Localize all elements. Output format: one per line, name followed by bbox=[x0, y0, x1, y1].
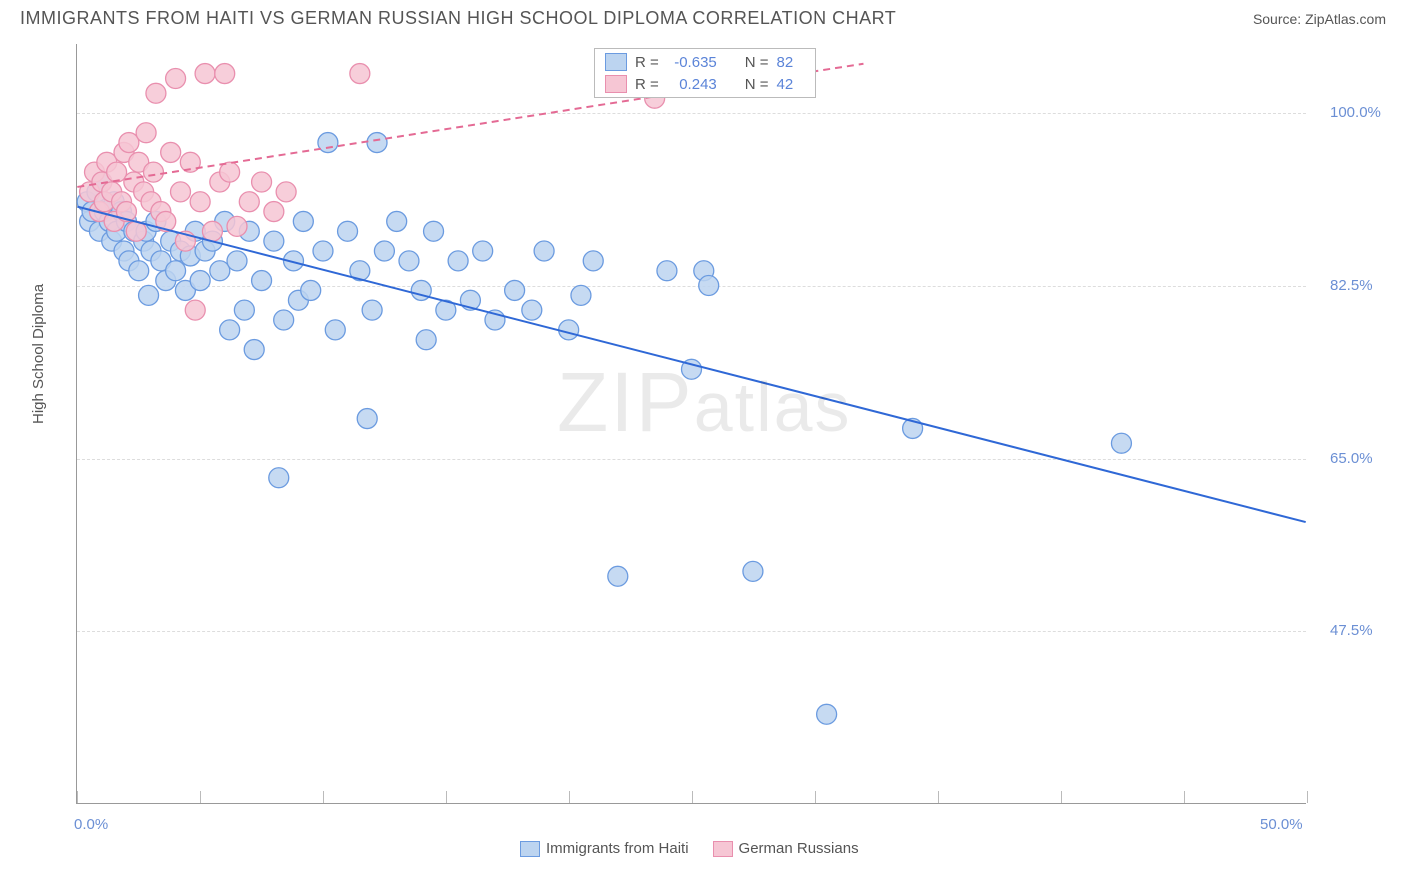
series-swatch bbox=[605, 53, 627, 71]
scatter-point bbox=[350, 64, 370, 84]
stats-row: R = -0.635 N = 82 bbox=[595, 51, 815, 73]
scatter-point bbox=[166, 261, 186, 281]
series-swatch bbox=[605, 75, 627, 93]
scatter-point bbox=[227, 216, 247, 236]
scatter-point bbox=[571, 285, 591, 305]
scatter-point bbox=[362, 300, 382, 320]
stats-box: R = -0.635 N = 82 R = 0.243 N = 42 bbox=[594, 48, 816, 98]
n-label: N = bbox=[745, 54, 769, 71]
scatter-svg bbox=[77, 44, 1306, 803]
scatter-point bbox=[252, 271, 272, 291]
scatter-point bbox=[234, 300, 254, 320]
chart: High School Diploma ZIPatlas R =-0.635N … bbox=[50, 44, 1396, 864]
chart-legend: Immigrants from Haiti German Russians bbox=[520, 840, 859, 857]
scatter-point bbox=[448, 251, 468, 271]
scatter-point bbox=[559, 320, 579, 340]
r-value: -0.635 bbox=[667, 54, 717, 71]
legend-swatch bbox=[713, 841, 733, 857]
scatter-point bbox=[583, 251, 603, 271]
y-tick-label: 82.5% bbox=[1330, 277, 1373, 294]
r-label: R = bbox=[635, 54, 659, 71]
scatter-point bbox=[505, 280, 525, 300]
x-tick-label: 0.0% bbox=[74, 816, 108, 833]
scatter-point bbox=[657, 261, 677, 281]
scatter-point bbox=[143, 162, 163, 182]
scatter-point bbox=[264, 202, 284, 222]
scatter-point bbox=[136, 123, 156, 143]
legend-item: German Russians bbox=[713, 840, 859, 857]
scatter-point bbox=[139, 285, 159, 305]
scatter-point bbox=[313, 241, 333, 261]
scatter-point bbox=[264, 231, 284, 251]
r-label: R = bbox=[635, 76, 659, 93]
scatter-point bbox=[215, 64, 235, 84]
scatter-point bbox=[374, 241, 394, 261]
scatter-point bbox=[185, 300, 205, 320]
scatter-point bbox=[269, 468, 289, 488]
plot-area: ZIPatlas R =-0.635N =82R =0.243N =42 bbox=[76, 44, 1306, 804]
chart-title: IMMIGRANTS FROM HAITI VS GERMAN RUSSIAN … bbox=[20, 8, 896, 29]
scatter-point bbox=[161, 142, 181, 162]
scatter-point bbox=[357, 409, 377, 429]
r-value: 0.243 bbox=[667, 76, 717, 93]
scatter-point bbox=[367, 133, 387, 153]
scatter-point bbox=[190, 271, 210, 291]
chart-header: IMMIGRANTS FROM HAITI VS GERMAN RUSSIAN … bbox=[0, 0, 1406, 33]
scatter-point bbox=[166, 69, 186, 89]
scatter-point bbox=[129, 261, 149, 281]
scatter-point bbox=[534, 241, 554, 261]
scatter-point bbox=[274, 310, 294, 330]
legend-item: Immigrants from Haiti bbox=[520, 840, 689, 857]
scatter-point bbox=[338, 221, 358, 241]
n-value: 42 bbox=[777, 76, 805, 93]
scatter-point bbox=[608, 566, 628, 586]
n-value: 82 bbox=[777, 54, 805, 71]
scatter-point bbox=[699, 276, 719, 296]
scatter-point bbox=[227, 251, 247, 271]
stats-row: R = 0.243 N = 42 bbox=[595, 73, 815, 95]
scatter-point bbox=[195, 64, 215, 84]
scatter-point bbox=[171, 182, 191, 202]
scatter-point bbox=[239, 192, 259, 212]
scatter-point bbox=[220, 320, 240, 340]
scatter-point bbox=[522, 300, 542, 320]
scatter-point bbox=[202, 221, 222, 241]
scatter-point bbox=[473, 241, 493, 261]
trend-line bbox=[77, 207, 1305, 522]
scatter-point bbox=[817, 704, 837, 724]
scatter-point bbox=[293, 211, 313, 231]
chart-source: Source: ZipAtlas.com bbox=[1253, 11, 1386, 27]
n-label: N = bbox=[745, 76, 769, 93]
legend-swatch bbox=[520, 841, 540, 857]
scatter-point bbox=[301, 280, 321, 300]
scatter-point bbox=[1111, 433, 1131, 453]
x-tick-label: 50.0% bbox=[1260, 816, 1303, 833]
scatter-point bbox=[416, 330, 436, 350]
scatter-point bbox=[244, 340, 264, 360]
scatter-point bbox=[399, 251, 419, 271]
scatter-point bbox=[743, 561, 763, 581]
source-label: Source: bbox=[1253, 11, 1301, 27]
scatter-point bbox=[387, 211, 407, 231]
y-axis-label: High School Diploma bbox=[30, 284, 47, 424]
scatter-point bbox=[424, 221, 444, 241]
scatter-point bbox=[276, 182, 296, 202]
source-value: ZipAtlas.com bbox=[1305, 11, 1386, 27]
y-tick-label: 65.0% bbox=[1330, 450, 1373, 467]
x-tick bbox=[1307, 791, 1308, 803]
scatter-point bbox=[146, 83, 166, 103]
y-tick-label: 100.0% bbox=[1330, 104, 1381, 121]
scatter-point bbox=[325, 320, 345, 340]
legend-label: German Russians bbox=[739, 840, 859, 857]
y-tick-label: 47.5% bbox=[1330, 622, 1373, 639]
scatter-point bbox=[252, 172, 272, 192]
legend-label: Immigrants from Haiti bbox=[546, 840, 689, 857]
scatter-point bbox=[190, 192, 210, 212]
